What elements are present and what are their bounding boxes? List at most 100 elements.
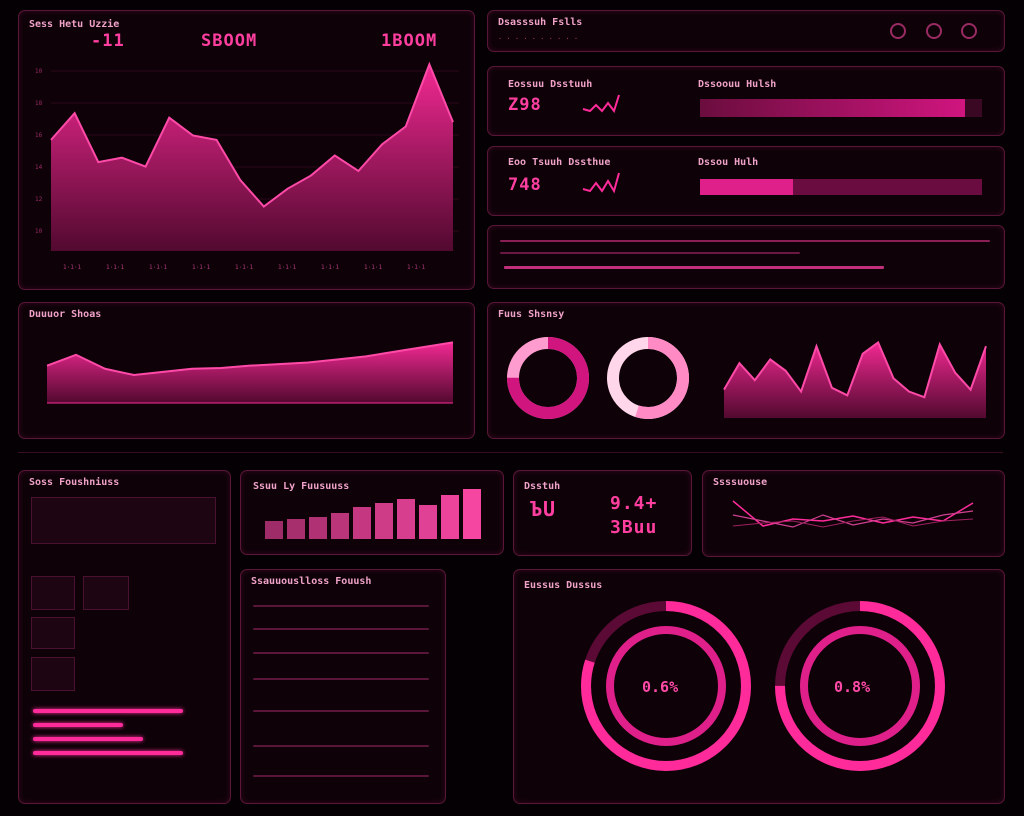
bar xyxy=(441,495,459,539)
text-line-2 xyxy=(500,252,800,254)
metric1-bar-title: Dssoouu Hulsh xyxy=(698,79,777,90)
functions-summary xyxy=(31,497,216,544)
donut1-arc xyxy=(507,337,589,419)
lines-title: Ssssuouse xyxy=(713,477,768,488)
settings-icon[interactable] xyxy=(926,23,942,39)
function-bar-2 xyxy=(33,723,123,727)
function-bar-3 xyxy=(33,737,143,741)
y-tick-label: 14 xyxy=(35,164,43,171)
x-tick-label: 1·1·1 xyxy=(321,264,339,271)
metric2-fill xyxy=(700,179,794,195)
bar xyxy=(463,489,481,539)
area-chart-title: Sess Hetu Uzzie xyxy=(29,19,120,30)
ring2-percent: 0.8% xyxy=(834,678,871,696)
metric1-title: Eossuu Dsstuuh xyxy=(508,79,593,90)
x-tick-label: 1·1·1 xyxy=(106,264,124,271)
stat-value-a: ЪU xyxy=(530,497,557,521)
functions-panel: Soss Foushniuss xyxy=(18,470,231,804)
bar xyxy=(331,513,349,539)
header-panel: Dsasssuh Fslls · · · · · · · · · · xyxy=(487,10,1005,52)
x-tick-label: 1·1·1 xyxy=(278,264,296,271)
metric2-title: Eoo Tsuuh Dssthue xyxy=(508,157,611,168)
metric2-track xyxy=(700,179,982,195)
header-subtitle: · · · · · · · · · · xyxy=(498,35,579,43)
x-tick-label: 1·1·1 xyxy=(63,264,81,271)
stat-title: Dsstuh xyxy=(524,481,561,492)
ring2-inner xyxy=(800,626,920,746)
metric2-bar-title: Dssou Hulh xyxy=(698,157,759,168)
header-title: Dsasssuh Fslls xyxy=(498,17,583,28)
area-chart-panel: Sess Hetu Uzzie -11 SBOOM 1BOOM 10 18 16 14… xyxy=(18,10,475,290)
x-tick-label: 1·1·1 xyxy=(192,264,210,271)
metric-panel-1: Eossuu Dsstuuh Z98 Dssoouu Hulsh xyxy=(487,66,1005,136)
table-row xyxy=(253,710,429,712)
bar-chart xyxy=(265,489,481,539)
gear-icon[interactable] xyxy=(961,23,977,39)
tile-4[interactable] xyxy=(31,657,75,691)
trend-chart xyxy=(46,341,454,404)
table-panel: Ssauuouslloss Fouush xyxy=(240,569,446,804)
table-row xyxy=(253,605,429,607)
table-row xyxy=(253,628,429,630)
table-row xyxy=(253,775,429,777)
x-tick-label: 1·1·1 xyxy=(235,264,253,271)
rings-panel: Eussus Dussus 0.6% 0.8% xyxy=(513,569,1005,804)
ratio-line xyxy=(723,340,987,399)
function-bar-4 xyxy=(33,751,183,755)
tile-2[interactable] xyxy=(83,576,129,610)
functions-title: Soss Foushniuss xyxy=(29,477,120,488)
bar-panel: Ssuu Ly Fuusuuss xyxy=(240,470,504,555)
rings-title: Eussus Dussus xyxy=(524,580,603,591)
area-chart: 10 18 16 14 12 10 1·1·1 1·1·1 1·1·1 1·1·1 1·1·1 1·1… xyxy=(35,61,459,271)
table-title: Ssauuouslloss Fouush xyxy=(251,576,372,587)
divider xyxy=(18,452,1003,453)
table-row xyxy=(253,745,429,747)
metric1-sparkline xyxy=(582,94,620,114)
metric1-track xyxy=(700,99,982,117)
y-tick-label: 18 xyxy=(35,100,43,107)
stat-value-c: 3Buu xyxy=(610,517,658,538)
stat-value-b: 9.4+ xyxy=(610,493,658,514)
bar-panel-title: Ssuu Ly Fuusuuss xyxy=(253,481,350,492)
ring1-outer-arc xyxy=(581,601,751,771)
ratio-chart xyxy=(507,337,987,419)
tile-1[interactable] xyxy=(31,576,75,610)
y-tick-label: 16 xyxy=(35,132,43,139)
trend-title: Duuuor Shoas xyxy=(29,309,102,320)
table-row xyxy=(253,652,429,654)
table-row xyxy=(253,678,429,680)
text-line-3 xyxy=(504,266,884,269)
donut2-arc xyxy=(607,337,689,419)
ring1-percent: 0.6% xyxy=(642,678,679,696)
bar xyxy=(419,505,437,539)
ring2-outer-arc xyxy=(775,601,945,771)
y-tick-label: 12 xyxy=(35,196,43,203)
lines-chart xyxy=(732,500,974,528)
x-tick-label: 1·1·1 xyxy=(364,264,382,271)
function-bar-1 xyxy=(33,709,183,713)
y-tick-label: 10 xyxy=(35,228,43,235)
x-tick-label: 1·1·1 xyxy=(407,264,425,271)
stat-panel: Dsstuh ЪU 9.4+ 3Buu xyxy=(513,470,692,556)
trend-panel: Duuuor Shoas xyxy=(18,302,475,439)
main-area xyxy=(51,64,453,251)
bar xyxy=(397,499,415,539)
rings-chart xyxy=(581,601,945,771)
metric1-fill xyxy=(700,99,966,117)
bar xyxy=(309,517,327,539)
x-tick-label: 1·1·1 xyxy=(149,264,167,271)
bar xyxy=(287,519,305,539)
refresh-icon[interactable] xyxy=(890,23,906,39)
trend-area xyxy=(47,342,453,403)
metric2-value: 748 xyxy=(508,175,542,195)
ring1-inner xyxy=(606,626,726,746)
trend-line xyxy=(46,341,454,377)
stat-c: 1BOOM xyxy=(381,31,438,51)
stat-b: SBOOM xyxy=(201,31,258,51)
tile-3[interactable] xyxy=(31,617,75,649)
bar xyxy=(375,503,393,539)
bar xyxy=(265,521,283,539)
ratio-panel: Fuus Shsnsy xyxy=(487,302,1005,439)
text-line-1 xyxy=(500,240,990,242)
y-tick-label: 10 xyxy=(35,68,43,75)
